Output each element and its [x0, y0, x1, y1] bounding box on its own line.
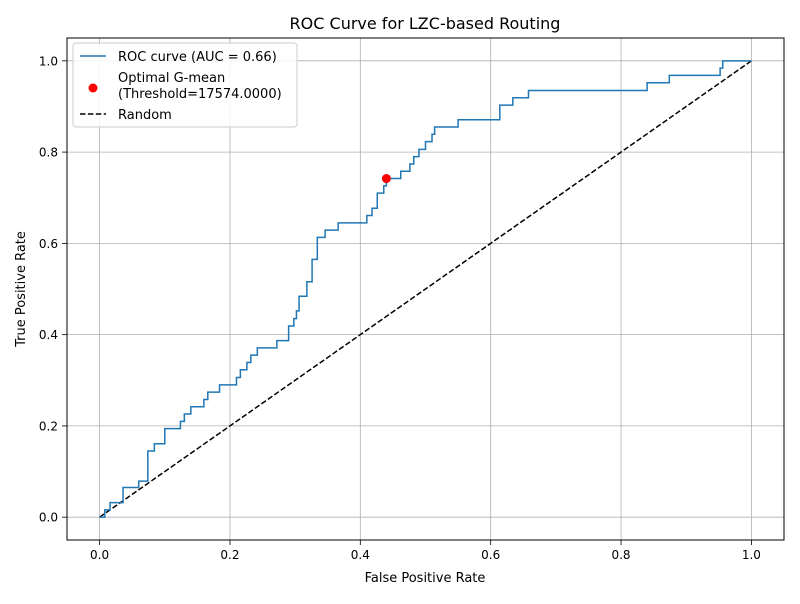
plot-markers — [381, 174, 391, 184]
y-tick-label: 0.0 — [39, 511, 58, 525]
y-tick-label: 1.0 — [39, 54, 58, 68]
axes-frame — [66, 37, 785, 541]
x-axis-label: False Positive Rate — [365, 571, 486, 586]
legend-optimal-label-line1: Optimal G-mean — [118, 71, 225, 86]
legend-roc-label: ROC curve (AUC = 0.66) — [118, 50, 277, 65]
chart-title: ROC Curve for LZC-based Routing — [290, 14, 561, 33]
x-tick-label: 1.0 — [742, 548, 761, 562]
plot-series — [99, 60, 752, 518]
grid-lines — [67, 38, 784, 540]
y-tick-label: 0.4 — [39, 328, 58, 342]
y-tick-label: 0.6 — [39, 237, 58, 251]
y-axis-ticks: 0.0 0.2 0.4 0.6 0.8 1.0 — [39, 54, 67, 525]
x-tick-label: 0.8 — [611, 548, 630, 562]
roc-curve-line — [99, 60, 752, 518]
optimal-gmean-point — [381, 174, 391, 184]
legend-optimal-label-line2: (Threshold=17574.0000) — [118, 87, 282, 102]
y-tick-label: 0.8 — [39, 146, 58, 160]
x-tick-label: 0.4 — [351, 548, 370, 562]
legend: ROC curve (AUC = 0.66) Optimal G-mean (T… — [72, 42, 298, 128]
legend-random-label: Random — [118, 108, 172, 123]
x-axis-ticks: 0.0 0.2 0.4 0.6 0.8 1.0 — [90, 540, 761, 562]
random-baseline-line — [99, 60, 752, 518]
x-tick-label: 0.2 — [220, 548, 239, 562]
x-tick-label: 0.6 — [481, 548, 500, 562]
legend-box — [72, 42, 298, 128]
x-tick-label: 0.0 — [90, 548, 109, 562]
legend-optimal-swatch — [88, 83, 98, 93]
y-tick-label: 0.2 — [39, 419, 58, 433]
y-axis-label: True Positive Rate — [14, 231, 29, 348]
